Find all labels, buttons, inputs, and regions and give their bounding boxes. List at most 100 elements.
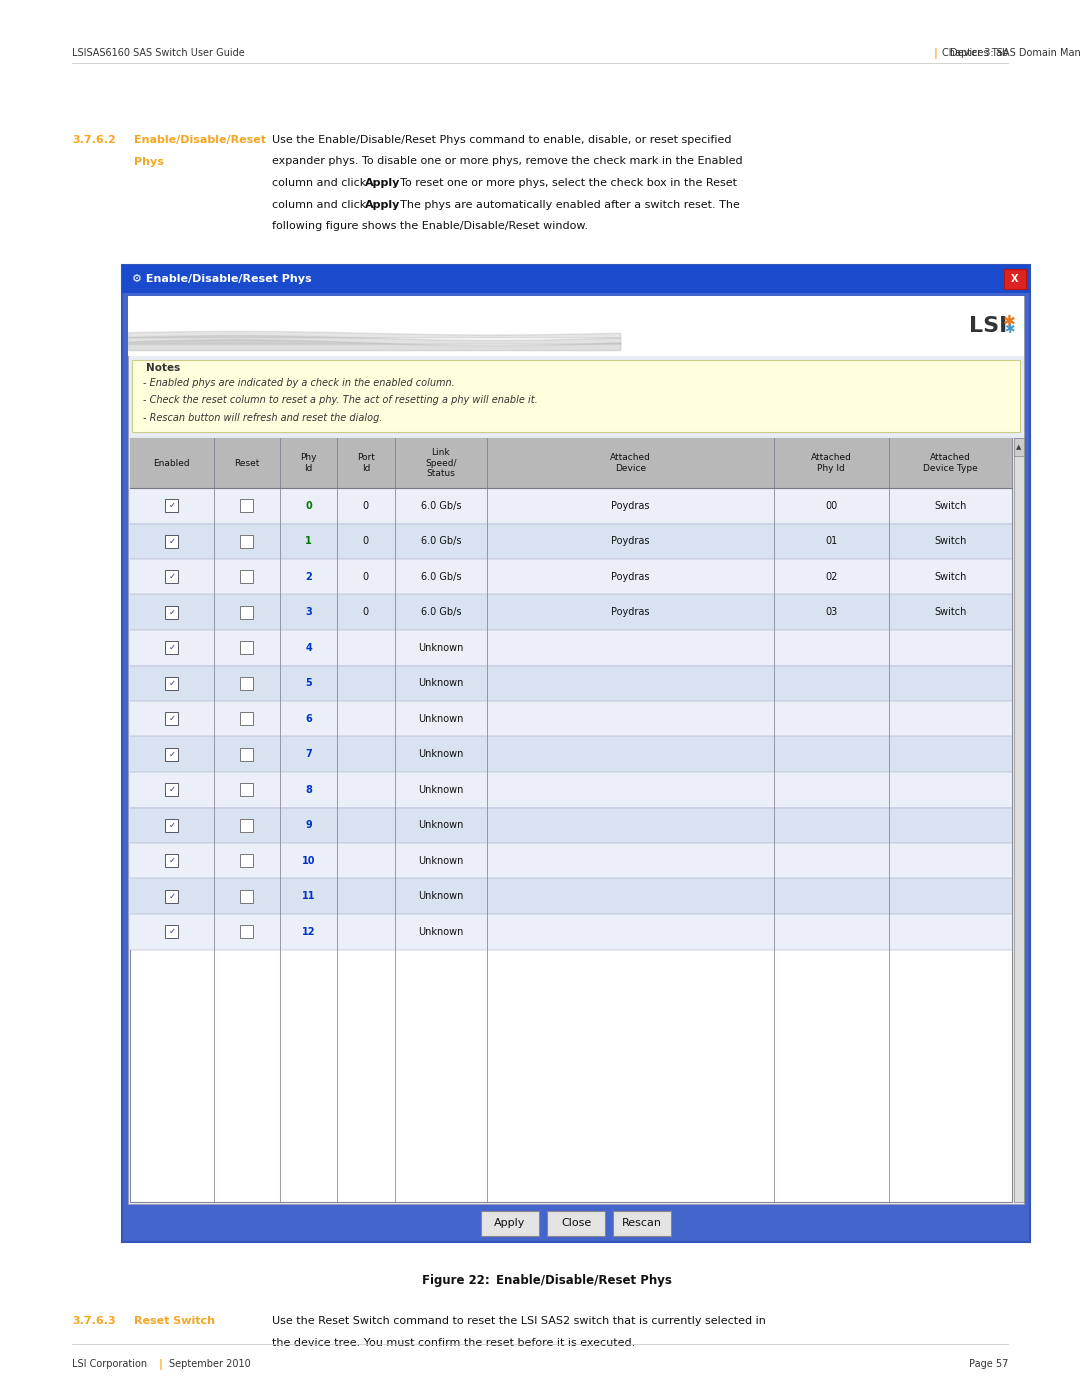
Text: Enable/Disable/Reset Phys: Enable/Disable/Reset Phys — [496, 1274, 672, 1287]
Bar — [130, 524, 1012, 559]
Bar — [130, 488, 1012, 524]
Bar — [165, 819, 178, 831]
Text: 2: 2 — [306, 571, 312, 581]
Bar — [130, 773, 1012, 807]
Text: 5: 5 — [306, 679, 312, 689]
Text: column and click: column and click — [272, 177, 369, 189]
Text: X: X — [1011, 274, 1018, 284]
Bar — [241, 854, 254, 868]
Bar — [130, 807, 1012, 842]
Text: Poydras: Poydras — [611, 608, 650, 617]
Text: Rescan: Rescan — [622, 1218, 662, 1228]
Bar — [241, 819, 254, 831]
Text: ✓: ✓ — [168, 536, 175, 546]
Bar — [613, 1211, 671, 1236]
Text: Poydras: Poydras — [611, 500, 650, 511]
Text: 7: 7 — [306, 749, 312, 759]
Text: ✓: ✓ — [168, 891, 175, 901]
Text: Apply: Apply — [365, 177, 400, 189]
Text: Devices Tab: Devices Tab — [949, 47, 1008, 59]
Text: following figure shows the Enable/Disable/Reset window.: following figure shows the Enable/Disabl… — [272, 221, 589, 231]
Text: ✓: ✓ — [168, 679, 175, 687]
Bar — [130, 914, 1012, 950]
Bar — [241, 712, 254, 725]
Text: 6.0 Gb/s: 6.0 Gb/s — [420, 536, 461, 546]
Text: Switch: Switch — [934, 536, 967, 546]
Bar — [165, 712, 178, 725]
Text: 11: 11 — [301, 891, 315, 901]
Text: ▲: ▲ — [1016, 444, 1022, 450]
Text: - Rescan button will refresh and reset the dialog.: - Rescan button will refresh and reset t… — [143, 414, 382, 423]
Text: LSI: LSI — [969, 316, 1008, 337]
Bar — [122, 265, 1030, 293]
Bar — [241, 925, 254, 939]
Text: ⚙ Enable/Disable/Reset Phys: ⚙ Enable/Disable/Reset Phys — [132, 274, 312, 284]
Text: ✓: ✓ — [168, 750, 175, 759]
Bar — [122, 265, 1030, 1242]
Bar — [165, 499, 178, 513]
Text: LSISAS6160 SAS Switch User Guide: LSISAS6160 SAS Switch User Guide — [72, 47, 245, 59]
Text: 0: 0 — [306, 500, 312, 511]
Text: ✱: ✱ — [1003, 324, 1014, 337]
Text: ✓: ✓ — [168, 856, 175, 865]
Text: Link
Speed/
Status: Link Speed/ Status — [426, 448, 457, 478]
Text: 12: 12 — [301, 926, 315, 937]
Bar — [165, 535, 178, 548]
Bar — [241, 641, 254, 654]
Text: 9: 9 — [306, 820, 312, 830]
Bar — [241, 784, 254, 796]
Text: Port
Id: Port Id — [357, 453, 375, 472]
Text: 4: 4 — [306, 643, 312, 652]
Text: Phy
Id: Phy Id — [300, 453, 316, 472]
Text: Phys: Phys — [134, 156, 164, 168]
Text: Unknown: Unknown — [418, 891, 463, 901]
Bar — [165, 570, 178, 584]
Text: Apply: Apply — [365, 200, 400, 210]
Text: 03: 03 — [825, 608, 837, 617]
Text: |: | — [159, 1359, 163, 1370]
Bar — [130, 595, 1012, 630]
Text: Close: Close — [561, 1218, 591, 1228]
Bar — [241, 570, 254, 584]
Text: Unknown: Unknown — [418, 820, 463, 830]
Text: 3.7.6.2: 3.7.6.2 — [72, 136, 116, 145]
Bar — [132, 360, 1020, 432]
Text: ✓: ✓ — [168, 573, 175, 581]
Bar — [129, 296, 1024, 1204]
Text: 01: 01 — [825, 536, 837, 546]
Text: 0: 0 — [363, 571, 369, 581]
Bar — [165, 890, 178, 902]
Text: Unknown: Unknown — [418, 679, 463, 689]
Bar — [130, 701, 1012, 736]
Polygon shape — [129, 339, 621, 351]
Text: . To reset one or more phys, select the check box in the Reset: . To reset one or more phys, select the … — [393, 177, 738, 189]
Text: Notes: Notes — [146, 363, 180, 373]
Bar — [129, 296, 1024, 356]
Text: Enabled: Enabled — [153, 458, 190, 468]
Text: Page 57: Page 57 — [969, 1359, 1008, 1369]
Bar — [165, 925, 178, 939]
Bar — [130, 665, 1012, 701]
Text: ✓: ✓ — [168, 928, 175, 936]
Bar — [1004, 270, 1026, 289]
Bar — [165, 606, 178, 619]
Text: Unknown: Unknown — [418, 643, 463, 652]
Text: Unknown: Unknown — [418, 856, 463, 866]
Text: 0: 0 — [363, 500, 369, 511]
Bar — [130, 842, 1012, 879]
Text: expander phys. To disable one or more phys, remove the check mark in the Enabled: expander phys. To disable one or more ph… — [272, 156, 743, 166]
Text: 6.0 Gb/s: 6.0 Gb/s — [420, 500, 461, 511]
Text: 02: 02 — [825, 571, 837, 581]
Text: ✓: ✓ — [168, 643, 175, 652]
Bar — [546, 1211, 605, 1236]
Bar — [241, 890, 254, 902]
Text: Figure 22:: Figure 22: — [422, 1274, 490, 1287]
Text: September 2010: September 2010 — [168, 1359, 251, 1369]
Text: 6.0 Gb/s: 6.0 Gb/s — [420, 608, 461, 617]
Text: 00: 00 — [825, 500, 837, 511]
Text: ✱: ✱ — [1002, 314, 1015, 330]
Bar — [241, 747, 254, 761]
Text: Poydras: Poydras — [611, 571, 650, 581]
Bar — [165, 854, 178, 868]
Text: Use the Reset Switch command to reset the LSI SAS2 switch that is currently sele: Use the Reset Switch command to reset th… — [272, 1316, 766, 1326]
